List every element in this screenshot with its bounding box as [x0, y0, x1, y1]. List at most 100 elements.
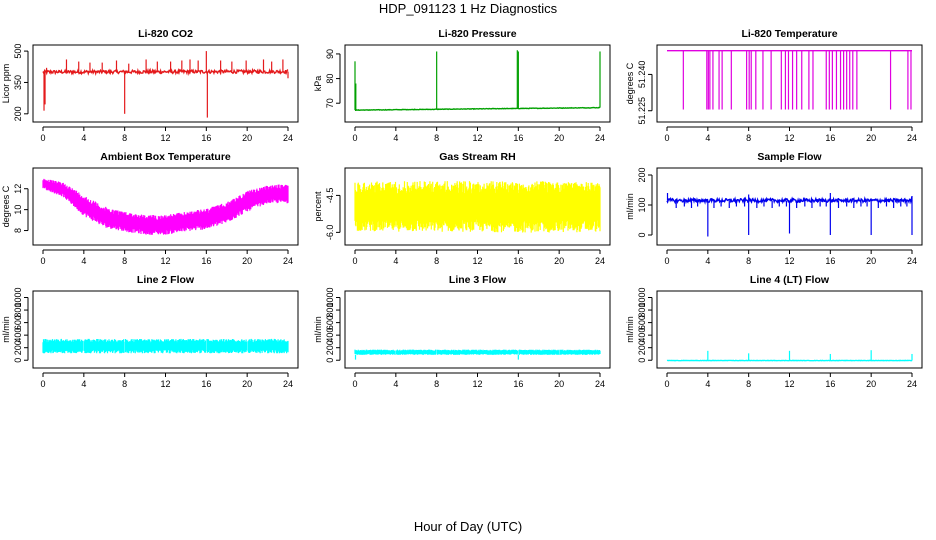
x-tick-label: 12 [472, 256, 482, 266]
x-tick-label: 20 [866, 379, 876, 389]
plot-frame [344, 44, 611, 123]
x-tick-label: 16 [825, 379, 835, 389]
data-line [355, 106, 601, 112]
x-tick-label: 16 [513, 133, 523, 143]
x-tick-label: 20 [242, 256, 252, 266]
x-axis: 0 4 8 12 16 20 24 [40, 372, 293, 389]
x-tick-label: 12 [160, 256, 170, 266]
x-tick-label: 0 [664, 133, 669, 143]
y-tick-label: 0 [325, 358, 335, 363]
y-axis: 8 10 12 [13, 184, 29, 233]
y-tick-label: 51.240 [637, 61, 647, 89]
x-axis: 0 4 8 12 16 20 24 [664, 126, 917, 143]
y-tick-label: 1000 [637, 287, 647, 307]
x-tick-label: 0 [40, 256, 45, 266]
y-tick-label: 800 [13, 303, 23, 318]
plot-frame [344, 167, 611, 246]
data-band [42, 178, 289, 235]
plot-frame [344, 290, 611, 369]
y-tick-label: 800 [325, 303, 335, 318]
x-tick-label: 24 [283, 379, 293, 389]
y-axis-label: ml/min [625, 193, 635, 220]
y-tick-label: -6.0 [325, 225, 335, 241]
panel-title: Line 2 Flow [137, 274, 195, 286]
y-tick-label: 8 [13, 228, 23, 233]
x-axis: 0 4 8 12 16 20 24 [40, 126, 293, 143]
x-tick-label: 16 [513, 256, 523, 266]
x-tick-label: 0 [352, 256, 357, 266]
x-tick-label: 16 [201, 379, 211, 389]
y-axis-label: ml/min [313, 316, 323, 343]
plot-frame [32, 167, 299, 246]
x-tick-label: 20 [866, 133, 876, 143]
x-tick-label: 8 [434, 379, 439, 389]
y-axis-label: degrees C [1, 185, 11, 227]
x-tick-label: 0 [664, 379, 669, 389]
x-tick-label: 12 [472, 133, 482, 143]
y-axis: -6.0 -4.5 [325, 188, 341, 241]
y-tick-label: 0 [637, 232, 647, 237]
y-tick-label: 600 [637, 315, 647, 330]
y-tick-label: 600 [13, 315, 23, 330]
y-tick-label: 70 [325, 98, 335, 108]
x-tick-label: 20 [554, 256, 564, 266]
x-tick-label: 4 [705, 379, 710, 389]
x-tick-label: 8 [122, 379, 127, 389]
series-sample-flow [666, 193, 913, 237]
x-tick-label: 12 [784, 133, 794, 143]
x-tick-label: 12 [784, 256, 794, 266]
y-tick-label: 500 [13, 44, 23, 59]
x-tick-label: 16 [513, 379, 523, 389]
series-li-820-co2 [42, 51, 289, 118]
series-gas-stream-rh [354, 181, 601, 233]
panel-title: Sample Flow [757, 151, 822, 163]
x-tick-label: 4 [393, 379, 398, 389]
y-tick-label: 400 [325, 328, 335, 343]
panel-line-3-flow: Line 3 Flow 0 4 8 12 16 20 24 0 2004006008001000m… [313, 274, 611, 389]
panel-li-820-pressure: Li-820 Pressure 0 4 8 12 16 20 24 70 80 90 kPa [313, 28, 611, 143]
x-tick-label: 24 [283, 133, 293, 143]
x-tick-label: 8 [122, 133, 127, 143]
y-axis: 51.225 51.240 [637, 61, 653, 125]
y-tick-label: 51.225 [637, 97, 647, 125]
x-tick-label: 0 [664, 256, 669, 266]
data-band [354, 181, 601, 233]
series-line-3-flow [354, 349, 601, 360]
x-tick-label: 8 [746, 256, 751, 266]
plot-frame [656, 290, 923, 369]
plot-frame [32, 290, 299, 369]
x-tick-label: 0 [40, 379, 45, 389]
y-tick-label: 400 [637, 328, 647, 343]
y-tick-label: 10 [13, 205, 23, 215]
panel-title: Gas Stream RH [439, 151, 515, 163]
y-tick-label: 90 [325, 49, 335, 59]
y-tick-label: 200 [637, 340, 647, 355]
x-tick-label: 20 [242, 133, 252, 143]
y-axis-label: ml/min [1, 316, 11, 343]
y-axis-label: percent [313, 191, 323, 222]
x-tick-label: 0 [40, 133, 45, 143]
panel-title: Line 4 (LT) Flow [750, 274, 830, 286]
x-tick-label: 4 [705, 256, 710, 266]
x-axis: 0 4 8 12 16 20 24 [664, 249, 917, 266]
y-tick-label: 200 [325, 340, 335, 355]
x-tick-label: 16 [825, 256, 835, 266]
x-tick-label: 16 [201, 256, 211, 266]
y-tick-label: 80 [325, 74, 335, 84]
y-tick-label: 1000 [325, 287, 335, 307]
x-axis: 0 4 8 12 16 20 24 [352, 372, 605, 389]
x-tick-label: 8 [122, 256, 127, 266]
x-tick-label: 4 [705, 133, 710, 143]
x-tick-label: 8 [746, 379, 751, 389]
y-tick-label: 200 [13, 340, 23, 355]
series-line-4-lt-flow [666, 350, 913, 362]
y-tick-label: 0 [637, 358, 647, 363]
y-tick-label: 1000 [13, 287, 23, 307]
x-tick-label: 4 [393, 133, 398, 143]
figure-title: HDP_091123 1 Hz Diagnostics [379, 1, 558, 16]
